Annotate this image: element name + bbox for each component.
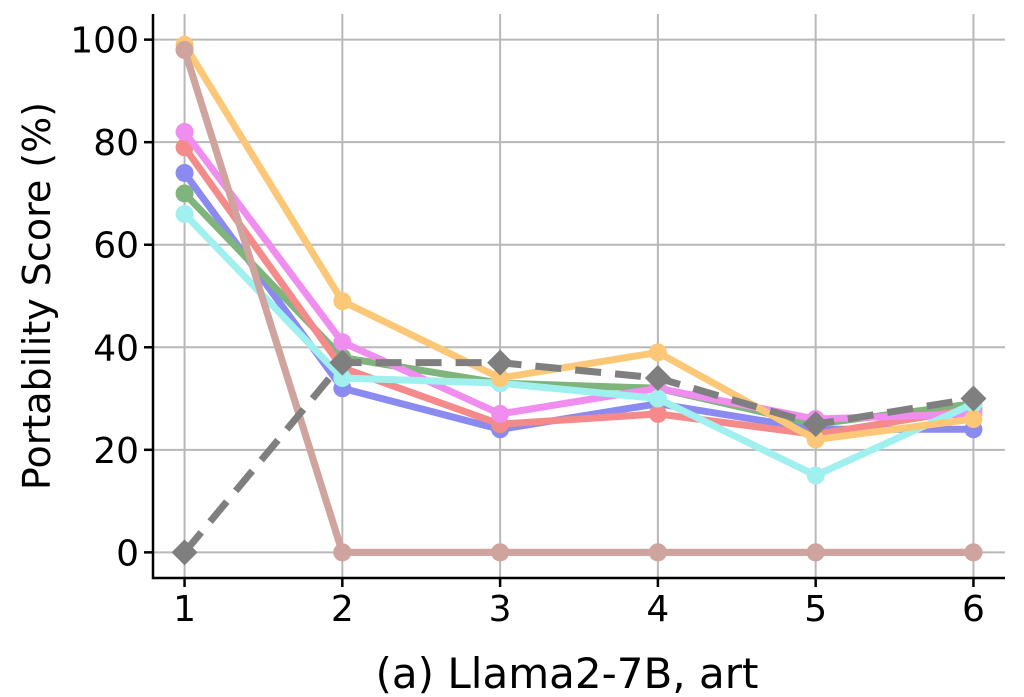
series-line [181, 41, 977, 444]
y-tick-label: 100 [70, 21, 139, 62]
data-point [960, 385, 987, 412]
data-point [175, 184, 194, 203]
data-point [333, 333, 352, 352]
series-line [181, 46, 977, 556]
data-point [964, 543, 983, 562]
axes-layer [144, 14, 1005, 587]
data-point [175, 40, 194, 59]
data-point [171, 539, 198, 566]
x-tick-label: 3 [489, 589, 512, 630]
data-point [648, 343, 667, 362]
x-tick-label: 6 [962, 589, 985, 630]
series-7 [175, 35, 983, 449]
data-point [333, 543, 352, 562]
data-point [329, 349, 356, 376]
data-point [648, 543, 667, 562]
series-8 [175, 40, 983, 562]
data-point [644, 365, 671, 392]
y-axis-label: Portability Score (%) [15, 102, 59, 490]
x-tick-label: 1 [173, 589, 196, 630]
chart-caption: (a) Llama2-7B, art [376, 649, 759, 697]
series-line [181, 359, 975, 555]
series-line [181, 210, 977, 479]
data-point [175, 122, 194, 141]
y-tick-label: 40 [93, 328, 139, 369]
series-6 [175, 204, 983, 485]
data-point [806, 543, 825, 562]
series-layer [171, 35, 987, 566]
data-point [175, 163, 194, 182]
data-point [806, 430, 825, 449]
axis-spines [151, 14, 1005, 580]
x-tick-label: 5 [804, 589, 827, 630]
data-point [491, 369, 510, 388]
data-point [487, 349, 514, 376]
y-tick-label: 0 [116, 533, 139, 574]
data-point [648, 404, 667, 423]
grid-layer [153, 14, 1005, 578]
data-point [333, 369, 352, 388]
data-point [806, 466, 825, 485]
data-point [648, 389, 667, 408]
data-point [964, 410, 983, 429]
data-point [491, 404, 510, 423]
x-tick-label: 2 [331, 589, 354, 630]
x-tick-label: 4 [646, 589, 669, 630]
data-point [175, 204, 194, 223]
series-line [181, 46, 977, 556]
y-tick-label: 60 [93, 226, 139, 267]
series-9 [171, 349, 987, 566]
y-tick-label: 20 [93, 431, 139, 472]
series-line [181, 128, 977, 423]
series-line [181, 143, 977, 438]
data-point [333, 292, 352, 311]
y-tick-label: 80 [93, 123, 139, 164]
data-point [491, 543, 510, 562]
data-point [802, 411, 829, 438]
